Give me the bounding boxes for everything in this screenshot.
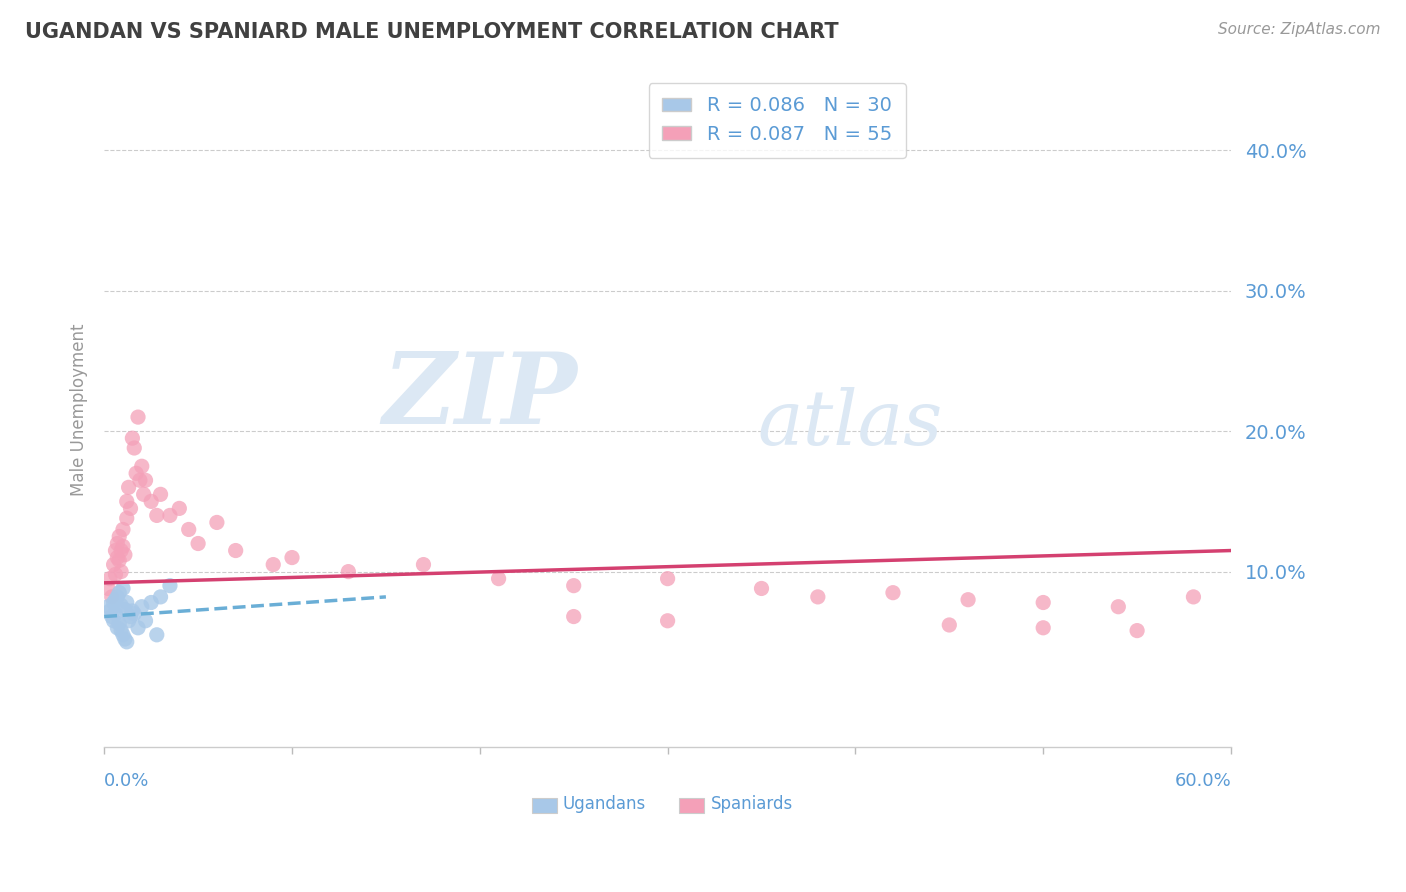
Text: atlas: atlas xyxy=(758,386,943,460)
Point xyxy=(111,539,134,553)
Point xyxy=(141,494,163,508)
Point xyxy=(146,508,169,523)
Point xyxy=(117,614,139,628)
Point xyxy=(115,511,138,525)
FancyBboxPatch shape xyxy=(679,797,703,813)
Point xyxy=(657,572,679,586)
Point xyxy=(262,558,284,572)
Point xyxy=(121,431,143,445)
Point xyxy=(104,567,127,582)
Point xyxy=(97,582,120,596)
Point xyxy=(225,543,247,558)
Text: 0.0%: 0.0% xyxy=(104,772,149,790)
Point xyxy=(117,480,139,494)
Text: UGANDAN VS SPANIARD MALE UNEMPLOYMENT CORRELATION CHART: UGANDAN VS SPANIARD MALE UNEMPLOYMENT CO… xyxy=(25,22,839,42)
Point xyxy=(125,467,148,481)
Point xyxy=(149,590,172,604)
Point xyxy=(1182,590,1205,604)
Point xyxy=(187,536,209,550)
Point xyxy=(1107,599,1129,614)
Point xyxy=(141,595,163,609)
Point xyxy=(100,609,122,624)
Point xyxy=(120,501,142,516)
Point xyxy=(177,523,200,537)
Point xyxy=(115,595,138,609)
Point xyxy=(135,473,157,487)
Point xyxy=(111,582,134,596)
Point xyxy=(105,550,128,565)
Point xyxy=(111,628,134,642)
Point xyxy=(110,543,132,558)
Point xyxy=(108,616,131,631)
Legend: R = 0.086   N = 30, R = 0.087   N = 55: R = 0.086 N = 30, R = 0.087 N = 55 xyxy=(648,83,905,158)
Point xyxy=(105,590,128,604)
Point xyxy=(98,604,121,618)
Text: Ugandans: Ugandans xyxy=(562,796,647,814)
Point xyxy=(957,592,980,607)
Point xyxy=(103,595,125,609)
Point xyxy=(127,621,149,635)
Point xyxy=(131,599,153,614)
Point xyxy=(132,487,155,501)
Point xyxy=(562,579,585,593)
Text: Source: ZipAtlas.com: Source: ZipAtlas.com xyxy=(1218,22,1381,37)
Point xyxy=(108,585,131,599)
Point xyxy=(149,487,172,501)
Point xyxy=(337,565,360,579)
Point xyxy=(122,441,145,455)
Point xyxy=(104,543,127,558)
Point xyxy=(108,553,131,567)
Point xyxy=(103,614,125,628)
Point xyxy=(159,508,181,523)
Text: Male Unemployment: Male Unemployment xyxy=(70,324,89,496)
Point xyxy=(105,536,128,550)
Point xyxy=(131,459,153,474)
Point xyxy=(882,585,904,599)
Point xyxy=(108,529,131,543)
Point xyxy=(103,558,125,572)
Text: Spaniards: Spaniards xyxy=(710,796,793,814)
Text: 60.0%: 60.0% xyxy=(1174,772,1232,790)
Point xyxy=(111,523,134,537)
Point xyxy=(128,473,150,487)
Point xyxy=(104,607,127,621)
Point xyxy=(100,590,122,604)
Point xyxy=(110,624,132,638)
Point xyxy=(562,609,585,624)
Point xyxy=(751,582,773,596)
Point xyxy=(159,579,181,593)
Point xyxy=(807,590,830,604)
Point xyxy=(114,602,136,616)
Point xyxy=(104,592,127,607)
Point xyxy=(98,572,121,586)
Point xyxy=(938,618,960,632)
Point xyxy=(97,599,120,614)
Point xyxy=(657,614,679,628)
Point xyxy=(169,501,191,516)
Point xyxy=(115,494,138,508)
Point xyxy=(1126,624,1149,638)
Point xyxy=(120,609,142,624)
Point xyxy=(412,558,434,572)
Text: ZIP: ZIP xyxy=(382,349,578,445)
Point xyxy=(281,550,304,565)
Point xyxy=(121,604,143,618)
Point xyxy=(135,614,157,628)
Point xyxy=(115,635,138,649)
Point xyxy=(1032,595,1054,609)
Point xyxy=(146,628,169,642)
Point xyxy=(205,516,228,530)
Point xyxy=(127,410,149,425)
Point xyxy=(114,632,136,646)
Point xyxy=(122,607,145,621)
FancyBboxPatch shape xyxy=(533,797,557,813)
Point xyxy=(1032,621,1054,635)
Point xyxy=(114,548,136,562)
Point xyxy=(105,621,128,635)
Point xyxy=(110,565,132,579)
Point xyxy=(110,599,132,613)
Point xyxy=(488,572,510,586)
